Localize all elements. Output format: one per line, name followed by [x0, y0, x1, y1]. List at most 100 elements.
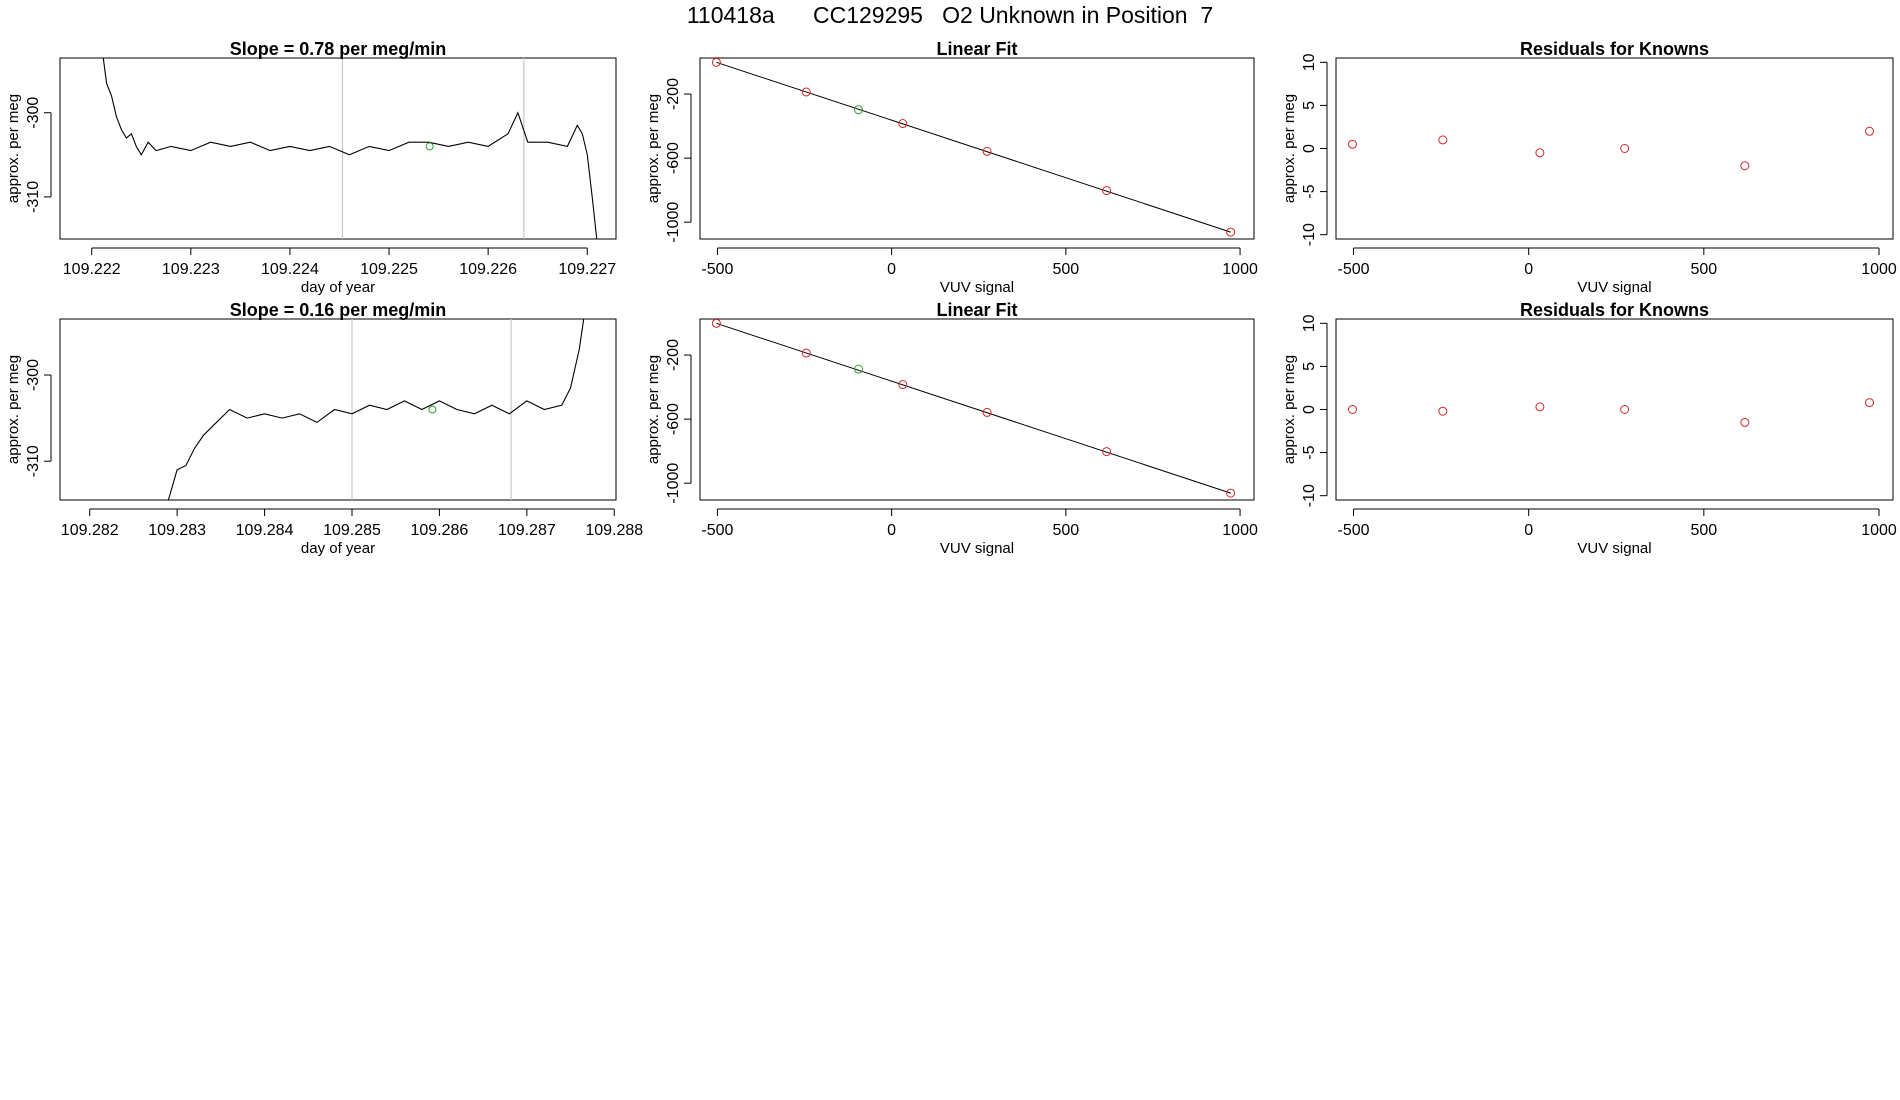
trace-line	[102, 58, 598, 239]
known-point	[1740, 417, 1750, 427]
x-tick-label: 109.226	[459, 261, 517, 278]
y-tick-label: -600	[665, 142, 682, 174]
y-tick-label: -5	[1301, 445, 1318, 459]
known-point	[711, 318, 721, 328]
known-point	[711, 57, 721, 67]
y-tick-label: 5	[1301, 101, 1318, 110]
y-tick-label: 0	[1301, 144, 1318, 153]
x-tick-label: 1000	[1222, 261, 1258, 278]
page-title: 110418a CC129295 O2 Unknown in Position …	[686, 2, 1214, 28]
y-axis-label: approx. per meg	[645, 355, 662, 464]
known-point	[1535, 148, 1545, 158]
unknown-marker	[425, 142, 434, 151]
x-tick-label: 109.287	[498, 522, 556, 539]
known-point	[1620, 144, 1630, 153]
x-tick-label: 1000	[1861, 522, 1897, 539]
known-point	[1865, 126, 1875, 136]
known-point	[1740, 161, 1750, 171]
fit-line	[716, 322, 1231, 494]
chart-panel-1	[44, 57, 617, 255]
unknown-point	[854, 105, 864, 115]
y-tick-label: -1000	[665, 202, 682, 243]
chart-title: Slope = 0.16 per meg/min	[230, 300, 447, 320]
x-axis-label: VUV signal	[940, 540, 1014, 557]
known-point	[1102, 447, 1112, 457]
x-tick-label: 109.283	[148, 522, 206, 539]
y-axis-label: approx. per meg	[5, 355, 22, 464]
y-tick-label: -10	[1301, 484, 1318, 507]
x-tick-label: 500	[1690, 522, 1717, 539]
y-axis-label: approx. per meg	[5, 94, 22, 203]
known-point	[1226, 227, 1236, 237]
known-point	[982, 146, 992, 156]
x-tick-label: 0	[887, 261, 896, 278]
y-tick-label: -200	[665, 339, 682, 371]
plot-frame	[699, 318, 1255, 501]
x-tick-label: 109.286	[410, 522, 468, 539]
y-tick-label: 10	[1301, 314, 1318, 332]
x-tick-label: 1000	[1861, 261, 1897, 278]
plot-frame	[59, 318, 617, 501]
y-tick-label: -600	[665, 403, 682, 435]
plot-frame	[1335, 318, 1894, 501]
y-tick-label: 10	[1301, 53, 1318, 71]
x-tick-label: 500	[1052, 522, 1079, 539]
x-tick-label: 109.282	[61, 522, 119, 539]
known-point	[1620, 405, 1630, 414]
x-tick-label: 109.285	[323, 522, 381, 539]
known-point	[1865, 398, 1875, 408]
known-point	[1347, 139, 1357, 149]
chart-title: Linear Fit	[936, 300, 1017, 320]
y-tick-label: -310	[25, 181, 42, 213]
known-point	[1438, 406, 1448, 416]
x-tick-label: 109.222	[63, 261, 121, 278]
known-point	[801, 87, 811, 97]
y-axis-label: approx. per meg	[1281, 355, 1298, 464]
x-tick-label: 500	[1690, 261, 1717, 278]
x-tick-label: -500	[701, 261, 733, 278]
known-point	[1102, 186, 1112, 196]
x-axis-label: VUV signal	[1577, 279, 1651, 296]
trace-line	[167, 319, 585, 500]
x-tick-label: 500	[1052, 261, 1079, 278]
x-tick-label: 0	[1524, 261, 1533, 278]
known-point	[1347, 405, 1357, 414]
x-tick-label: 0	[887, 522, 896, 539]
y-tick-label: -1000	[665, 463, 682, 504]
y-axis-label: approx. per meg	[1281, 94, 1298, 203]
y-tick-label: 0	[1301, 405, 1318, 414]
x-tick-label: -500	[701, 522, 733, 539]
known-point	[1535, 402, 1545, 412]
x-tick-label: 109.224	[261, 261, 319, 278]
chart-panel-5	[684, 318, 1255, 516]
y-tick-label: -200	[665, 78, 682, 110]
chart-title: Residuals for Knowns	[1520, 39, 1709, 59]
known-point	[801, 348, 811, 358]
x-axis-label: day of year	[301, 540, 375, 557]
x-axis-label: VUV signal	[940, 279, 1014, 296]
y-tick-label: 5	[1301, 362, 1318, 371]
known-point	[1438, 135, 1448, 145]
chart-panel-4	[44, 318, 617, 516]
y-tick-label: -5	[1301, 184, 1318, 198]
x-axis-label: day of year	[301, 279, 375, 296]
y-tick-label: -300	[25, 97, 42, 129]
y-tick-label: -300	[25, 359, 42, 391]
known-point	[982, 407, 992, 417]
x-tick-label: 1000	[1222, 522, 1258, 539]
fit-line	[716, 61, 1231, 233]
y-tick-label: -310	[25, 445, 42, 477]
chart-panel-2	[684, 57, 1255, 255]
x-tick-label: 109.223	[162, 261, 220, 278]
x-axis-label: VUV signal	[1577, 540, 1651, 557]
x-tick-label: 109.288	[585, 522, 643, 539]
unknown-point	[854, 364, 864, 374]
plot-frame	[699, 57, 1255, 240]
x-tick-label: -500	[1338, 261, 1370, 278]
known-point	[1226, 488, 1236, 498]
x-tick-label: -500	[1338, 522, 1370, 539]
chart-panel-3	[1320, 57, 1894, 255]
x-tick-label: 109.225	[360, 261, 418, 278]
known-point	[898, 119, 908, 129]
x-tick-label: 0	[1524, 522, 1533, 539]
